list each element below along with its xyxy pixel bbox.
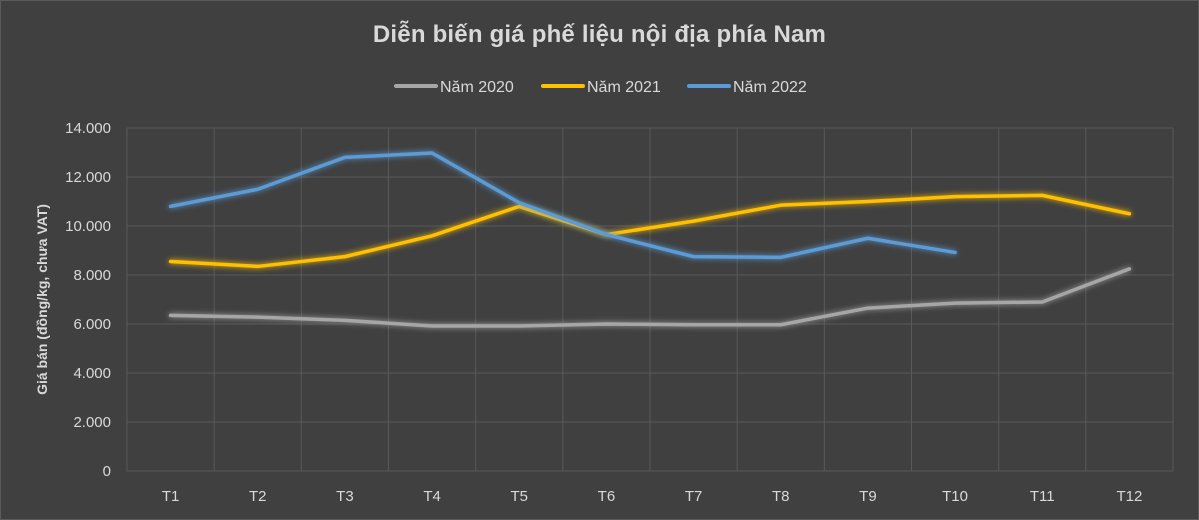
data-point [169, 313, 173, 317]
x-tick-label: T7 [685, 488, 703, 505]
series-line-2 [168, 193, 1132, 269]
x-tick-label: T5 [510, 488, 528, 505]
y-tick-label: 2.000 [73, 414, 111, 431]
data-point [430, 234, 434, 238]
data-point [430, 151, 434, 155]
data-point [779, 203, 783, 207]
chart-title: Diễn biến giá phế liệu nội địa phía Nam [372, 21, 827, 48]
data-point [1040, 300, 1044, 304]
series-line-3 [168, 151, 957, 260]
data-point [779, 323, 783, 327]
x-tick-label: T12 [1116, 488, 1142, 505]
data-point [953, 301, 957, 305]
data-point [517, 201, 521, 205]
data-point [517, 204, 521, 208]
y-axis-title: Giá bán (đồng/kg, chưa VAT) [34, 204, 50, 395]
y-tick-label: 0 [103, 463, 111, 480]
x-tick-label: T1 [162, 488, 180, 505]
legend-label: Năm 2020 [440, 79, 514, 96]
y-tick-label: 8.000 [73, 267, 111, 284]
x-tick-label: T2 [249, 488, 267, 505]
data-point [604, 322, 608, 326]
gridlines [126, 127, 1174, 472]
data-point [256, 264, 260, 268]
y-tick-label: 4.000 [73, 365, 111, 382]
data-point [169, 204, 173, 208]
y-tick-label: 12.000 [65, 169, 111, 186]
data-point [866, 306, 870, 310]
data-point [866, 236, 870, 240]
series-line-1 [168, 267, 1132, 328]
data-point [1127, 267, 1131, 271]
data-point [692, 219, 696, 223]
legend-item: Năm 2020 [394, 79, 514, 96]
x-tick-label: T11 [1030, 488, 1055, 505]
data-point [256, 187, 260, 191]
data-point [430, 324, 434, 328]
x-tick-label: T8 [772, 488, 790, 505]
legend-label: Năm 2021 [587, 79, 661, 96]
data-point [1040, 193, 1044, 197]
y-tick-label: 10.000 [65, 218, 111, 235]
legend-item: Năm 2021 [541, 79, 661, 96]
y-tick-label: 6.000 [73, 316, 111, 333]
data-point [517, 324, 521, 328]
data-point [343, 155, 347, 159]
x-tick-label: T9 [859, 488, 877, 505]
legend: Năm 2020 Năm 2021 Năm 2022 [394, 79, 807, 96]
legend-label: Năm 2022 [733, 79, 807, 96]
data-point [169, 260, 173, 264]
data-point [692, 255, 696, 259]
data-point [953, 250, 957, 254]
data-point [779, 255, 783, 259]
axes: 0 2.000 4.000 6.000 8.000 10.000 12.000 14.000 T… [34, 120, 1142, 505]
x-tick-label: T4 [423, 488, 441, 505]
x-tick-label: T3 [336, 488, 354, 505]
x-tick-label: T10 [942, 488, 968, 505]
data-point [343, 255, 347, 259]
data-point [866, 200, 870, 203]
data-point [604, 233, 608, 237]
data-point [1127, 212, 1131, 216]
legend-item: Năm 2022 [687, 79, 807, 96]
series-lines [168, 151, 1132, 328]
data-point [343, 318, 347, 322]
data-point [953, 195, 957, 199]
data-point [256, 315, 260, 319]
x-tick-label: T6 [598, 488, 616, 505]
y-tick-label: 14.000 [65, 120, 111, 137]
data-point [692, 323, 696, 327]
